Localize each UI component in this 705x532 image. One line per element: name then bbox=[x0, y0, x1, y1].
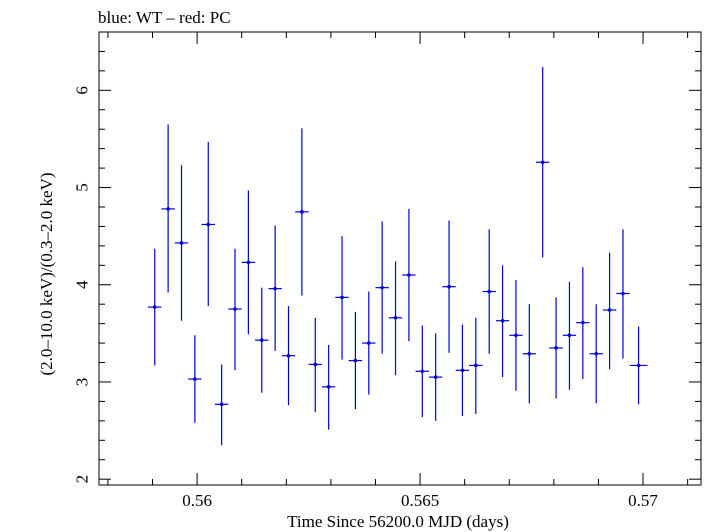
y-tick-label: 2 bbox=[73, 475, 92, 484]
data-point bbox=[161, 124, 175, 293]
point-marker bbox=[447, 284, 451, 289]
data-point bbox=[616, 229, 630, 359]
point-marker bbox=[607, 308, 612, 312]
data-point bbox=[562, 281, 577, 390]
point-marker bbox=[487, 289, 491, 294]
data-point bbox=[469, 317, 483, 415]
axis-ticks bbox=[99, 31, 701, 485]
y-tick-label: 4 bbox=[73, 280, 92, 289]
data-point bbox=[348, 311, 363, 410]
point-marker bbox=[326, 385, 331, 389]
point-marker bbox=[219, 402, 224, 407]
data-point bbox=[241, 190, 256, 335]
data-point bbox=[295, 128, 309, 296]
point-marker bbox=[554, 346, 558, 350]
point-marker bbox=[366, 341, 371, 345]
chart-title: blue: WT – red: PC bbox=[98, 8, 231, 27]
data-point bbox=[388, 261, 403, 376]
data-point bbox=[308, 317, 322, 413]
point-marker bbox=[259, 338, 264, 342]
data-point bbox=[362, 291, 376, 395]
data-point bbox=[482, 229, 496, 354]
y-tick-label: 5 bbox=[73, 183, 92, 192]
data-point bbox=[576, 267, 590, 380]
data-point bbox=[402, 208, 416, 342]
point-marker bbox=[420, 369, 425, 374]
x-tick-label: 0.57 bbox=[628, 491, 658, 510]
point-marker bbox=[407, 273, 411, 277]
data-point bbox=[536, 66, 550, 258]
point-marker bbox=[527, 351, 532, 356]
x-tick-label: 0.565 bbox=[401, 491, 439, 510]
data-point bbox=[148, 248, 162, 366]
point-marker bbox=[460, 368, 465, 373]
point-marker bbox=[179, 241, 184, 245]
point-marker bbox=[567, 333, 572, 338]
point-marker bbox=[594, 351, 599, 356]
point-marker bbox=[273, 286, 277, 291]
y-tick-label: 6 bbox=[73, 86, 92, 95]
data-point bbox=[375, 221, 389, 354]
data-point bbox=[602, 252, 617, 370]
point-marker bbox=[206, 222, 211, 227]
data-point bbox=[629, 326, 648, 405]
point-marker bbox=[193, 377, 197, 381]
data-point bbox=[281, 306, 296, 406]
point-marker bbox=[514, 333, 518, 338]
point-marker bbox=[313, 362, 318, 367]
point-marker bbox=[500, 318, 505, 323]
y-axis-label: (2.0–10.0 keV)/(0.3–2.0 keV) bbox=[37, 172, 56, 375]
data-point bbox=[335, 236, 349, 360]
point-marker bbox=[246, 260, 251, 265]
point-marker bbox=[581, 320, 585, 325]
point-marker bbox=[300, 210, 304, 214]
data-point bbox=[188, 335, 202, 423]
point-marker bbox=[166, 207, 170, 211]
point-marker bbox=[540, 160, 545, 165]
x-axis-label: Time Since 56200.0 MJD (days) bbox=[287, 512, 509, 531]
point-marker bbox=[233, 307, 237, 311]
point-marker bbox=[340, 295, 344, 300]
data-point bbox=[415, 325, 429, 417]
data-point bbox=[495, 265, 510, 378]
data-point bbox=[509, 279, 523, 391]
data-points bbox=[148, 66, 648, 446]
point-marker bbox=[380, 285, 384, 290]
data-point bbox=[455, 324, 470, 416]
x-tick-label: 0.56 bbox=[182, 491, 212, 510]
point-marker bbox=[393, 315, 398, 320]
data-point bbox=[268, 225, 282, 351]
data-point bbox=[442, 220, 456, 353]
data-point bbox=[174, 165, 189, 321]
point-marker bbox=[474, 363, 478, 368]
point-marker bbox=[353, 358, 358, 363]
data-point bbox=[428, 333, 443, 421]
data-point bbox=[214, 364, 229, 446]
data-point bbox=[589, 304, 603, 404]
y-tick-labels: 2 3 4 5 6 bbox=[73, 86, 92, 483]
point-marker bbox=[636, 363, 641, 368]
data-point bbox=[549, 297, 563, 399]
point-marker bbox=[621, 291, 625, 296]
point-marker bbox=[433, 375, 438, 379]
data-point bbox=[255, 287, 269, 393]
data-point bbox=[522, 304, 537, 404]
point-marker bbox=[286, 353, 291, 358]
point-marker bbox=[152, 305, 157, 309]
x-tick-labels: 0.56 0.565 0.57 bbox=[182, 491, 658, 510]
y-tick-label: 3 bbox=[73, 378, 92, 387]
data-point bbox=[201, 141, 215, 307]
plot-frame bbox=[98, 31, 702, 486]
data-point bbox=[321, 345, 336, 430]
data-point bbox=[228, 248, 242, 371]
